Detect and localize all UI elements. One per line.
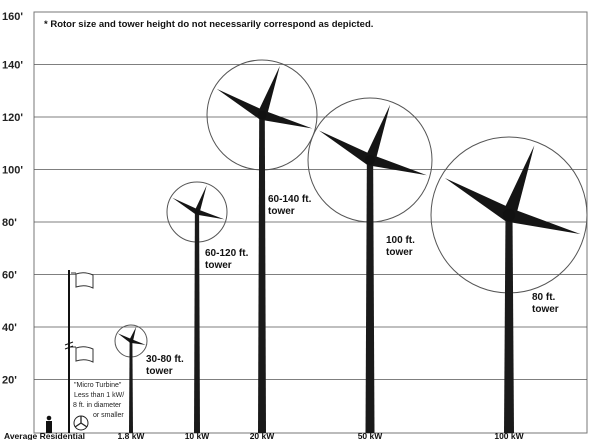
y-axis-label: 40' — [2, 322, 17, 334]
hub — [129, 339, 133, 343]
blade — [260, 110, 313, 129]
turbine — [166, 181, 228, 433]
blade — [172, 197, 199, 215]
tower-height-label: tower — [268, 206, 295, 217]
micro-turbine-pole — [64, 270, 94, 433]
turbine-size-label: 10 kW — [185, 431, 211, 440]
tower-height-label: 60-140 ft. — [268, 194, 312, 205]
tower-height-label: 30-80 ft. — [146, 354, 184, 365]
blade — [257, 65, 280, 117]
micro-turbine-line: 8 ft. in diameter — [73, 402, 122, 409]
turbine-size-label: 50 kW — [358, 431, 384, 440]
flag-icon — [71, 346, 94, 363]
flag-icon — [71, 272, 94, 289]
blade — [117, 333, 132, 343]
blade — [130, 339, 146, 345]
turbine-size-label: 20 kW — [250, 431, 276, 440]
tower-height-label: 80 ft. — [532, 292, 556, 303]
turbine-size-label: 100 kW — [494, 431, 524, 440]
micro-turbine-line: "Micro Turbine" — [74, 382, 122, 389]
y-axis-label: 140' — [2, 60, 23, 72]
y-axis-label: 120' — [2, 112, 23, 124]
blade — [364, 104, 391, 162]
tower-height-label: 60-120 ft. — [205, 248, 249, 259]
tower-height-label: tower — [146, 366, 173, 377]
tower — [258, 115, 266, 433]
tower — [194, 212, 200, 433]
tower — [129, 341, 133, 433]
y-axis-label: 80' — [2, 217, 17, 229]
tower-height-label: tower — [386, 247, 413, 258]
micro-turbine-line: Less than 1 kW/ — [74, 392, 124, 399]
hub — [194, 209, 200, 215]
blade — [318, 130, 373, 165]
turbine — [307, 97, 433, 433]
y-axis-label: 20' — [2, 375, 17, 387]
hub — [257, 110, 267, 120]
blade — [444, 177, 513, 222]
frame — [33, 11, 588, 434]
tower-height-label: tower — [532, 304, 559, 315]
blade — [368, 154, 427, 176]
hub — [502, 208, 516, 222]
blade — [194, 185, 207, 213]
blade — [216, 88, 265, 120]
tower-height-label: tower — [205, 260, 232, 271]
blade — [129, 326, 137, 342]
person-icon — [46, 415, 52, 433]
turbine — [206, 59, 318, 433]
residential-label: Average Residential — [4, 431, 85, 440]
blade — [196, 209, 225, 220]
tower — [504, 215, 514, 433]
micro-turbine-line: or smaller — [93, 412, 124, 419]
blade — [502, 145, 535, 218]
hub — [365, 155, 375, 165]
turbine — [114, 324, 148, 433]
y-axis-label: 100' — [2, 165, 23, 177]
turbine — [430, 136, 588, 433]
tower — [365, 160, 375, 433]
y-axis-label: 60' — [2, 270, 17, 282]
blade — [507, 208, 581, 235]
rotor-note: * Rotor size and tower height do not nec… — [44, 19, 373, 30]
y-axis-label: 160' — [2, 11, 23, 23]
turbine-size-label: 1.8 kW — [118, 431, 146, 440]
tower-height-label: 100 ft. — [386, 235, 415, 246]
